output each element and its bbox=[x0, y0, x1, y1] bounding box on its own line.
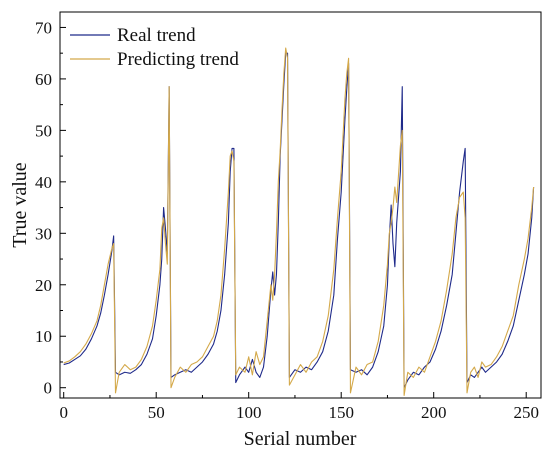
y-tick-label: 40 bbox=[35, 173, 52, 192]
y-axis-title: True value bbox=[9, 162, 31, 247]
x-tick-label: 0 bbox=[59, 403, 68, 422]
y-tick-label: 70 bbox=[35, 18, 52, 37]
x-tick-label: 200 bbox=[421, 403, 447, 422]
x-axis-title: Serial number bbox=[244, 428, 357, 450]
y-tick-label: 30 bbox=[35, 224, 52, 243]
axes: 0 50 100 150 200 250 0 10 20 30 40 50 60 70 bbox=[35, 18, 539, 422]
legend-label-2: Predicting trend bbox=[117, 49, 239, 70]
series-line-1 bbox=[63, 52, 535, 389]
y-tick-label: 10 bbox=[35, 327, 52, 346]
series-group bbox=[63, 47, 535, 396]
x-tick-label: 250 bbox=[513, 403, 539, 422]
series-line-2 bbox=[63, 47, 535, 396]
legend-label-1: Real trend bbox=[117, 25, 196, 46]
y-tick-label: 0 bbox=[44, 379, 53, 398]
x-tick-label: 150 bbox=[328, 403, 354, 422]
y-tick-label: 60 bbox=[35, 70, 52, 89]
y-tick-label: 20 bbox=[35, 276, 52, 295]
plot-frame bbox=[59, 11, 542, 399]
x-tick-label: 100 bbox=[236, 403, 262, 422]
y-tick-label: 50 bbox=[35, 121, 52, 140]
x-tick-label: 50 bbox=[148, 403, 165, 422]
legend: Real trend Predicting trend bbox=[70, 25, 239, 70]
